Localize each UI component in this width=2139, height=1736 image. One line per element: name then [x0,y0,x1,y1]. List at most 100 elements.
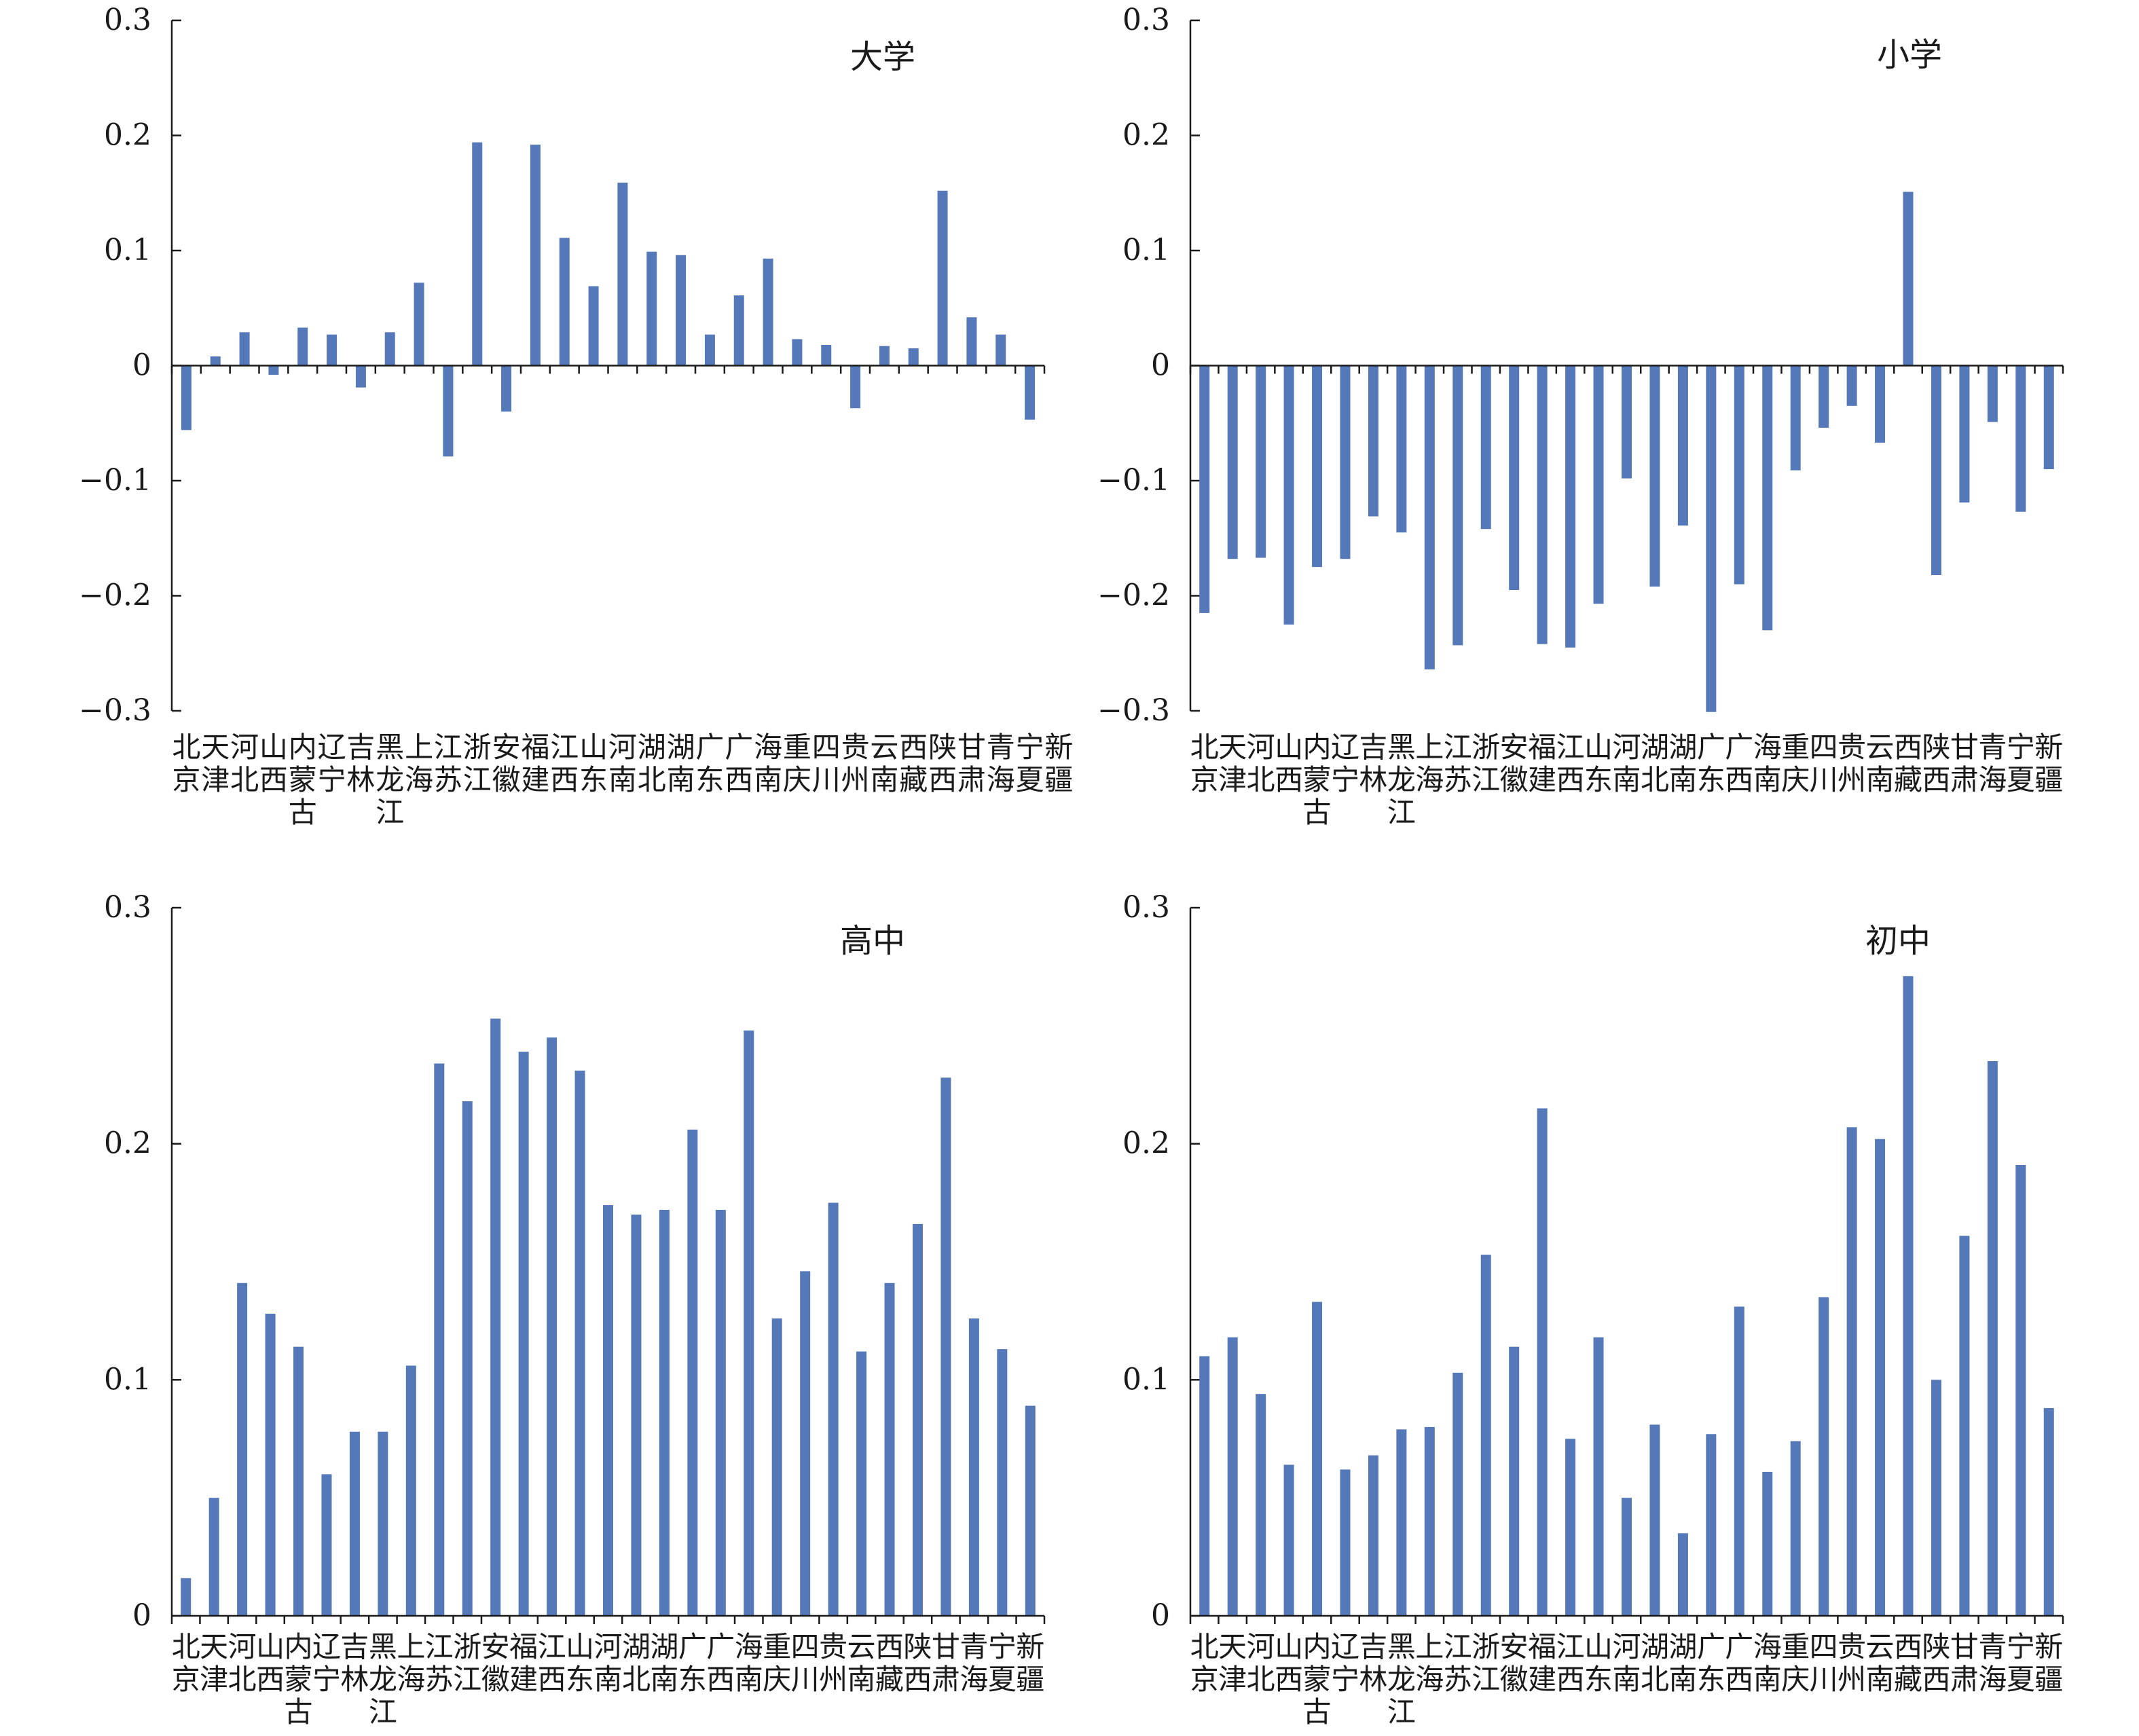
x-tick-label-char: 徽 [1500,763,1529,796]
x-tick-label-char: 湖 [650,1630,678,1663]
x-tick-label-char: 贵 [841,731,870,764]
x-tick-label-char: 上 [1415,1630,1444,1663]
bar [1396,365,1407,533]
x-tick-label: 广东 [1697,731,1725,796]
x-tick-label: 广西 [1725,731,1753,796]
x-tick-label: 贵州 [1838,731,1866,796]
x-tick-label: 重庆 [1781,1630,1810,1696]
x-tick-label-char: 四 [1810,1630,1838,1663]
x-tick-label: 江苏 [1444,731,1472,796]
x-tick-label-char: 海 [1415,1663,1444,1696]
x-tick-label: 新疆 [2034,731,2063,796]
bar [1734,1306,1744,1616]
x-tick-label: 云南 [847,1630,876,1696]
x-tick-label: 重庆 [783,731,811,796]
x-tick-label-char: 黑 [1387,1630,1416,1663]
x-tick-label: 河南 [1612,1630,1641,1696]
x-tick-label-char: 浙 [1471,1630,1500,1663]
x-tick-label-char: 河 [1612,1630,1641,1663]
bar [1340,365,1351,559]
x-tick-label-char: 林 [1359,1663,1387,1696]
x-tick-label: 四川 [1810,1630,1838,1696]
x-tick-label-char: 北 [638,763,666,796]
bar [771,1318,782,1616]
x-tick-label-char: 新 [1016,1630,1044,1663]
x-tick-label-char: 津 [1218,1663,1247,1696]
chart-title: 初中 [1865,922,1931,960]
x-tick-label-char: 黑 [369,1630,397,1663]
x-tick-label: 青海 [1978,731,2007,796]
x-tick-label: 河北 [228,1630,257,1696]
bar [1818,1297,1829,1616]
y-tick-label: 0.1 [104,233,151,267]
x-tick-label: 云南 [1866,1630,1895,1696]
x-tick-label: 宁夏 [2007,731,2035,796]
x-tick-label: 浙江 [453,1630,481,1696]
x-tick-label-char: 藏 [1894,1663,1922,1696]
x-tick-label-char: 海 [397,1663,425,1696]
x-tick-label: 湖北 [622,1630,651,1696]
x-tick-label-char: 北 [172,731,200,764]
x-tick-label: 重庆 [763,1630,791,1696]
y-tick-label: 0.2 [104,1126,151,1161]
bar [1227,1337,1238,1616]
x-tick-label-char: 南 [667,763,695,796]
bar [1312,1301,1323,1616]
x-tick-label-char: 江 [376,796,404,829]
y-tick-label: 0.1 [1122,1362,1170,1397]
bar [1256,365,1266,558]
bar [1987,1060,1998,1616]
x-tick-label-char: 山 [566,1630,594,1663]
bar [763,258,773,366]
x-tick-label-char: 西 [259,763,288,796]
bar [792,339,803,366]
chart-title: 高中 [840,922,905,960]
x-tick-label-char: 辽 [1331,1630,1359,1663]
chart-middle-school: 0.30.20.10北京天津河北山西内蒙古辽宁吉林黑龙江上海江苏浙江安徽福建江西… [1122,890,2064,1729]
y-tick-label: 0 [132,1598,151,1633]
x-tick-label: 江西 [538,1630,566,1696]
x-tick-label: 天津 [201,731,230,796]
y-tick-label: 0.1 [104,1362,151,1397]
x-tick-label-char: 江 [538,1630,566,1663]
y-tick-label: 0.2 [104,118,151,153]
bar [405,1365,416,1616]
x-tick-label-char: 苏 [1444,1663,1472,1696]
x-tick-label: 河南 [1612,731,1641,796]
x-tick-label-char: 甘 [1950,1630,1979,1663]
x-tick-label-char: 新 [1044,731,1073,764]
x-tick-label: 吉林 [1359,1630,1387,1696]
x-tick-label: 上海 [397,1630,425,1696]
x-tick-label-char: 津 [1218,763,1247,796]
bar [704,334,715,366]
bar [1987,365,1998,422]
x-tick-label-char: 广 [1697,731,1725,764]
x-tick-label: 安徽 [481,1630,510,1696]
bar [631,1214,642,1616]
x-tick-label-char: 河 [1612,731,1641,764]
x-tick-label-char: 安 [1500,731,1529,764]
x-tick-label-char: 北 [1247,763,1275,796]
x-tick-label-char: 新 [2034,731,2063,764]
x-tick-label-char: 湖 [1668,1630,1697,1663]
x-tick-label: 山西 [256,1630,285,1696]
x-tick-label-char: 东 [1584,763,1613,796]
x-tick-label-char: 陕 [928,731,957,764]
x-tick-label-char: 广 [1725,1630,1753,1663]
x-tick-label: 黑龙江 [1387,1630,1416,1729]
bar [617,182,628,366]
x-tick-label-char: 徽 [1500,1663,1529,1696]
x-tick-label: 天津 [1218,1630,1247,1696]
bar [321,1474,332,1616]
x-tick-label-char: 河 [608,731,637,764]
x-tick-label-char: 福 [521,731,549,764]
bar [530,145,541,366]
x-tick-label: 北京 [1190,731,1219,796]
x-tick-label: 宁夏 [2007,1630,2035,1696]
bar [884,1282,895,1616]
x-tick-label-char: 吉 [1359,1630,1387,1663]
chart-university: 0.30.20.10−0.1−0.2−0.3北京天津河北山西内蒙古辽宁吉林黑龙江… [79,3,1073,829]
bar [1818,365,1829,428]
bar [603,1205,613,1616]
bar [1256,1394,1266,1616]
